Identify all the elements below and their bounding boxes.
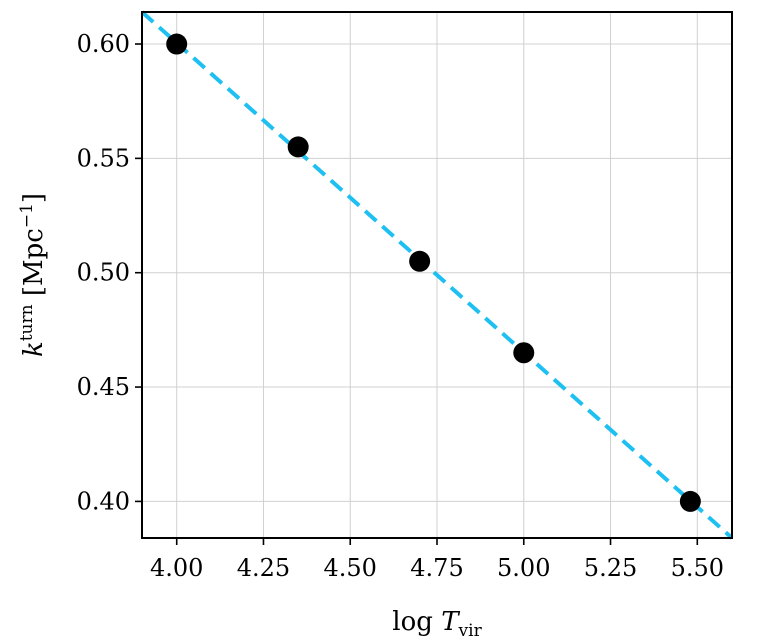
grid-lines — [142, 12, 732, 538]
fit-line — [140, 10, 734, 540]
y-tick-label: 0.45 — [77, 373, 130, 401]
x-axis-label: log Tvir — [392, 607, 482, 641]
y-axis-label: kturn [Mpc−1] — [17, 193, 49, 357]
x-tick-label: 4.25 — [237, 554, 290, 582]
data-point — [409, 250, 431, 272]
x-tick-label: 4.75 — [410, 554, 463, 582]
y-tick-label: 0.40 — [77, 487, 130, 515]
y-tick-label: 0.60 — [77, 30, 130, 58]
x-tick-label: 4.50 — [324, 554, 377, 582]
y-tick-label: 0.55 — [77, 144, 130, 172]
x-tick-label: 5.00 — [497, 554, 550, 582]
plot-series — [140, 10, 734, 540]
x-tick-label: 5.25 — [584, 554, 637, 582]
data-point — [287, 136, 309, 158]
data-point — [166, 33, 188, 55]
data-point — [513, 342, 535, 364]
y-tick-label: 0.50 — [77, 259, 130, 287]
data-point — [679, 490, 701, 512]
x-tick-label: 4.00 — [150, 554, 203, 582]
axis-ticks: 4.00 4.25 4.50 4.75 5.00 5.25 5.50 0.40 0.45 0.50… — [77, 30, 724, 582]
x-tick-label: 5.50 — [671, 554, 724, 582]
